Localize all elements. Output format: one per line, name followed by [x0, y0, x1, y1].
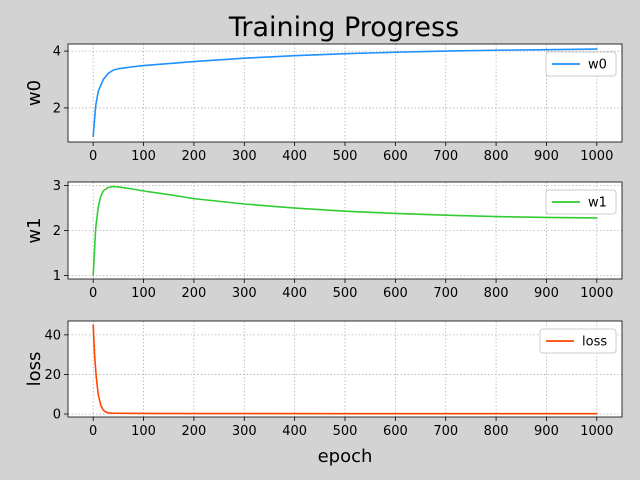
- y-axis-label-w0: w0: [24, 80, 45, 106]
- x-tick-label: 400: [282, 286, 307, 301]
- series-line-w1: [92, 185, 598, 277]
- legend-label-w0: w0: [588, 58, 607, 73]
- x-tick-label: 800: [484, 286, 509, 301]
- x-tick-label: 1000: [580, 424, 613, 439]
- x-tick-label: 500: [333, 286, 358, 301]
- chart-title: Training Progress: [228, 12, 459, 43]
- x-tick-label: 800: [484, 424, 509, 439]
- y-axis-label-loss: loss: [24, 352, 45, 387]
- y-tick-label: 1: [53, 269, 61, 284]
- series-line-loss: [92, 324, 598, 415]
- x-tick-label: 700: [433, 149, 458, 164]
- y-axis-label-w1: w1: [24, 217, 45, 243]
- legend-box-w1: [545, 189, 617, 215]
- x-tick-label: 400: [282, 149, 307, 164]
- axes-frame-w1: [67, 181, 623, 280]
- x-tick-label: 100: [131, 286, 156, 301]
- x-tick-label: 1000: [580, 286, 613, 301]
- legend-box-loss: [539, 328, 617, 354]
- x-tick-label: 200: [181, 149, 206, 164]
- x-tick-label: 800: [484, 149, 509, 164]
- x-tick-label: 600: [383, 286, 408, 301]
- y-tick-label: 20: [44, 368, 61, 383]
- x-tick-label: 0: [89, 149, 97, 164]
- x-tick-label: 300: [232, 424, 257, 439]
- axes-frame-w0: [67, 43, 623, 143]
- x-tick-label: 500: [333, 424, 358, 439]
- legend-label-loss: loss: [582, 335, 607, 350]
- x-tick-label: 600: [383, 424, 408, 439]
- x-tick-label: 400: [282, 424, 307, 439]
- x-tick-label: 300: [232, 286, 257, 301]
- x-tick-label: 700: [433, 286, 458, 301]
- x-axis-label: epoch: [318, 446, 373, 467]
- y-tick-label: 2: [53, 224, 61, 239]
- x-tick-label: 0: [89, 286, 97, 301]
- y-tick-label: 0: [53, 408, 61, 423]
- x-tick-label: 900: [534, 286, 559, 301]
- x-tick-label: 900: [534, 149, 559, 164]
- plot-area-loss: [68, 321, 622, 417]
- x-tick-label: 900: [534, 424, 559, 439]
- x-tick-label: 200: [181, 424, 206, 439]
- x-tick-label: 200: [181, 286, 206, 301]
- legend-box-w0: [545, 51, 617, 77]
- x-tick-label: 1000: [580, 149, 613, 164]
- x-tick-label: 500: [333, 149, 358, 164]
- axes-frame-loss: [67, 320, 623, 418]
- x-tick-label: 0: [89, 424, 97, 439]
- x-tick-label: 300: [232, 149, 257, 164]
- x-tick-label: 100: [131, 424, 156, 439]
- x-tick-label: 100: [131, 149, 156, 164]
- x-tick-label: 600: [383, 149, 408, 164]
- y-tick-label: 2: [53, 101, 61, 116]
- y-tick-label: 3: [53, 179, 61, 194]
- x-tick-label: 700: [433, 424, 458, 439]
- legend-label-w1: w1: [588, 196, 607, 211]
- y-tick-label: 40: [44, 328, 61, 343]
- series-line-w0: [92, 48, 598, 138]
- y-tick-label: 4: [53, 45, 61, 60]
